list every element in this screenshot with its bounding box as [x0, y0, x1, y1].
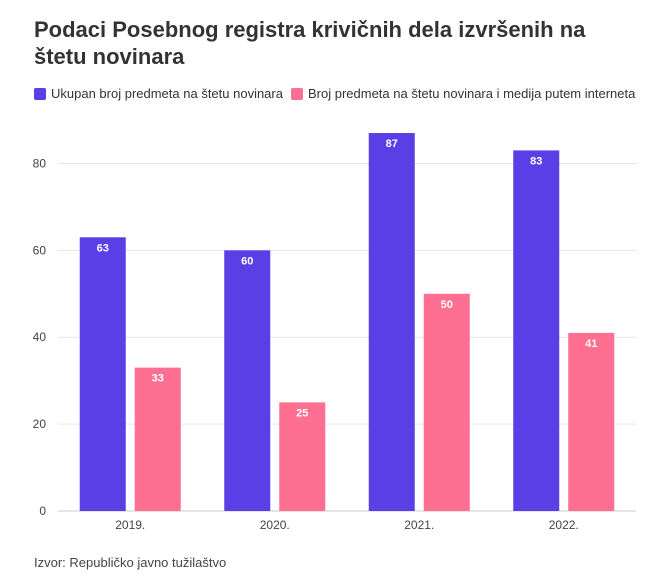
data-label-series1-2021: 50 — [441, 299, 453, 311]
y-tick-label-0: 0 — [39, 504, 46, 518]
bar-series0-2021 — [368, 133, 415, 511]
bar-chart: 0 20 40 60 80 63 33 2019. 60 25 2020. 87 50 2021. 83 41… — [33, 133, 636, 532]
bar-series1-2022 — [568, 332, 615, 511]
bar-series1-2020 — [279, 402, 326, 511]
y-tick-label-80: 80 — [33, 156, 47, 170]
legend-item-total[interactable]: Ukupan broj predmeta na štetu novinara — [34, 86, 283, 101]
bar-series0-2022 — [513, 150, 560, 511]
y-tick-label-60: 60 — [33, 243, 47, 257]
legend-item-internet[interactable]: Broj predmeta na štetu novinara i medija… — [290, 86, 636, 101]
x-tick-label-2019: 2019. — [115, 518, 145, 532]
data-label-series0-2021: 87 — [386, 138, 398, 150]
source-note: Izvor: Republičko javno tužilaštvo — [34, 555, 227, 570]
bar-series0-2020 — [224, 250, 271, 512]
bar-series1-2021 — [423, 293, 470, 511]
x-tick-label-2020: 2020. — [260, 518, 290, 532]
data-label-series0-2019: 63 — [97, 242, 109, 254]
chart-title: Podaci Posebnog registra krivičnih dela … — [34, 17, 586, 69]
legend-label-internet: Broj predmeta na štetu novinara i medija… — [307, 86, 636, 101]
x-tick-label-2022: 2022. — [549, 518, 579, 532]
data-label-series1-2022: 41 — [585, 338, 597, 350]
data-label-series0-2020: 60 — [241, 255, 253, 267]
legend: Ukupan broj predmeta na štetu novinara B… — [34, 86, 643, 101]
legend-label-total: Ukupan broj predmeta na štetu novinara — [51, 86, 283, 101]
data-label-series1-2019: 33 — [152, 373, 164, 385]
legend-swatch-internet — [290, 87, 303, 100]
x-tick-label-2021: 2021. — [404, 518, 434, 532]
y-tick-label-20: 20 — [33, 417, 47, 431]
bar-series0-2019 — [79, 237, 126, 512]
data-label-series0-2022: 83 — [530, 155, 542, 167]
data-label-series1-2020: 25 — [296, 407, 308, 419]
y-tick-label-40: 40 — [33, 330, 47, 344]
bar-series1-2019 — [134, 367, 181, 511]
legend-swatch-total — [34, 87, 46, 100]
